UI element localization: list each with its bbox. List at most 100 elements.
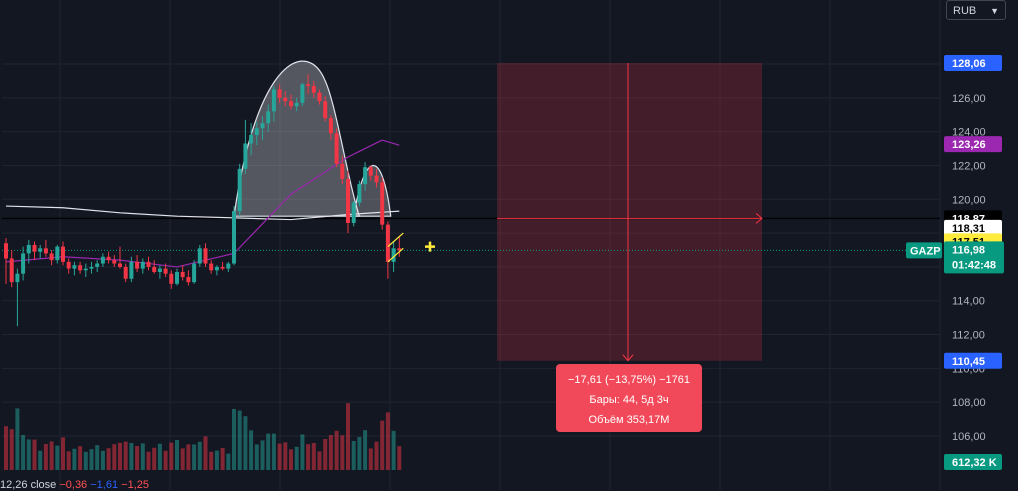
candle-1 [9,250,14,288]
volume-bar-67 [385,412,390,470]
price-tick-3: 112,00 [952,330,985,342]
price-tag-bg-1 [944,136,1002,153]
last-price-tag-bg [944,241,1004,274]
price-tag-bg-0 [944,55,1002,71]
volume-bar-61 [351,441,356,470]
candle-body-28 [163,268,168,274]
volume-bar-2 [15,408,20,470]
currency-select[interactable]: RUB ▼ [946,0,1006,20]
indicator-lines [2,139,940,268]
candle-body-16 [95,263,100,267]
candle-body-22 [129,261,134,279]
candle-20 [118,246,122,269]
currency-label: RUB [953,5,977,17]
volume-bar-33 [192,444,197,470]
candle-23 [135,255,140,272]
chevron-down-icon: ▼ [990,6,999,16]
candle-48 [277,84,282,103]
volume-bar-37 [214,450,219,470]
candle-body-15 [89,266,94,269]
volume-bar-51 [294,446,299,470]
candle-54 [311,80,316,98]
candle-55 [317,89,322,105]
candle-24 [140,258,145,274]
candle-body-17 [100,256,105,264]
candle-body-35 [203,248,208,264]
candle-body-23 [135,261,140,269]
candle-56 [323,96,328,122]
candle-body-21 [123,266,128,279]
candle-body-66 [380,182,385,225]
candle-45 [260,116,265,141]
candle-body-59 [340,163,345,179]
volume-bar-45 [260,440,265,470]
candle-body-30 [175,271,179,284]
candle-50 [289,94,293,110]
candle-body-9 [55,246,60,261]
volume-bar-21 [123,441,128,470]
candle-13 [78,261,83,274]
candle-67 [385,221,390,279]
volume-bar-7 [43,444,48,470]
drawing-overlay[interactable] [387,63,763,362]
volume-bar-29 [169,442,174,470]
candle-66 [380,177,385,230]
volume-bar-13 [78,446,83,470]
candle-body-51 [294,102,299,107]
measure-down-arrow [622,354,634,362]
candle-body-33 [192,263,197,283]
measure-bars: Бары: 44, 5д 3ч [589,394,669,406]
legend-value-3: −1,25 [121,479,149,491]
volume-bar-23 [135,446,140,470]
price-tick-8: 122,00 [952,160,986,172]
price-tag-1: 123,26 [952,139,986,151]
candle-body-64 [368,167,373,176]
candle-30 [175,268,179,286]
candle-42 [243,119,248,174]
candle-59 [340,155,345,185]
legend-value-2: −1,61 [90,479,119,491]
volume-bar-68 [391,430,396,470]
volume-bar-58 [334,430,339,470]
volume-bar-31 [180,448,185,470]
countdown-timer: 01:42:48 [952,259,996,271]
price-tag-3: 118,31 [952,223,985,235]
volume-bar-19 [112,444,117,470]
price-tick-9: 124,00 [952,127,986,139]
symbol-tag: GAZP [910,245,941,257]
candle-15 [89,261,94,274]
candle-body-42 [243,143,248,169]
candle-body-25 [146,261,151,267]
candle-body-3 [21,253,26,274]
indicator-legend[interactable]: 12,26 close −0,36 −1,61 −1,25 [0,479,149,491]
volume-bar-35 [203,436,208,470]
volume-bar-27 [157,443,162,470]
volume-bar-15 [89,449,94,470]
price-tick-0: 106,00 [952,431,986,443]
candle-53 [306,74,311,95]
volume-bar-57 [328,435,333,470]
candle-body-4 [26,244,31,254]
volume-bar-40 [232,409,236,470]
volume-bar-17 [100,450,105,470]
channel-line-upper [387,232,404,248]
candle-39 [226,261,231,272]
candle-0 [4,238,8,284]
price-tick-1: 108,00 [952,397,986,409]
candle-body-39 [226,263,231,269]
candle-body-34 [197,248,202,264]
candle-35 [203,243,208,267]
candle-body-47 [271,89,276,112]
volume-bar-69 [397,446,402,470]
candle-62 [357,180,362,207]
candle-body-14 [83,268,88,271]
volume-bar-8 [49,441,54,470]
candles[interactable] [4,74,402,327]
candle-body-41 [237,168,242,212]
candle-body-40 [232,211,236,264]
candle-body-60 [346,178,350,223]
candle-body-54 [311,85,316,93]
candle-17 [100,253,105,267]
volume-bars [4,403,402,470]
